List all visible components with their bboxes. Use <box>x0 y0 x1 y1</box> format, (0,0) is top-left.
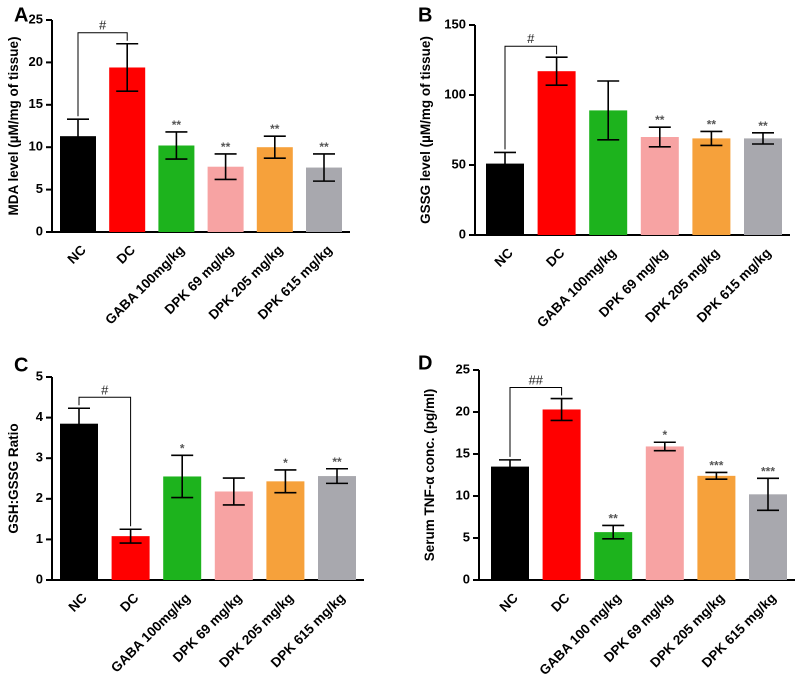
significance-mark: * <box>662 428 667 442</box>
panel-label: A <box>14 4 28 26</box>
significance-mark: ** <box>707 117 717 131</box>
bar <box>214 491 253 580</box>
y-tick-label: 0 <box>459 226 466 241</box>
y-tick-label: 4 <box>36 409 44 424</box>
y-tick-label: 15 <box>456 445 470 460</box>
comparison-bracket <box>509 387 563 457</box>
y-axis-label: Serum TNF-α conc. (pg/ml) <box>422 389 437 562</box>
bar <box>60 423 98 580</box>
y-tick-label: 0 <box>463 571 470 586</box>
chart-panel-a: A MDA level (µM/mg of tissue) 0 5 10 15 20 25 NC… <box>6 4 350 327</box>
significance-mark: *** <box>709 458 723 472</box>
y-tick-label: 25 <box>456 361 470 376</box>
chart-panel-b: B GSSG level (µM/mg of tissue) 0 50 100 150 NC… <box>418 4 790 330</box>
significance-mark: ** <box>270 122 280 136</box>
y-axis-label: GSSG level (µM/mg of tissue) <box>418 36 433 224</box>
x-tick-label: NC <box>497 590 522 615</box>
y-tick-label: 5 <box>36 181 43 196</box>
panel-label: C <box>14 354 28 376</box>
panel-label: D <box>418 352 432 374</box>
bar <box>645 446 684 580</box>
y-tick-label: 1 <box>36 531 43 546</box>
bar <box>491 466 529 580</box>
x-tick-label: NC <box>66 590 91 615</box>
panel-label: B <box>418 4 432 26</box>
y-tick-label: 25 <box>29 11 43 26</box>
y-axis-label: GSH:GSSG Ratio <box>6 423 21 533</box>
significance-mark: ** <box>758 119 768 133</box>
x-tick-label: DC <box>117 590 142 615</box>
bar <box>640 137 679 235</box>
bar <box>266 481 305 580</box>
y-tick-label: 100 <box>444 86 466 101</box>
x-tick-label: DC <box>548 590 573 615</box>
bracket-label: ## <box>529 373 544 388</box>
y-tick-label: 20 <box>456 403 470 418</box>
bar <box>318 476 356 580</box>
comparison-bracket <box>77 32 128 117</box>
comparison-bracket <box>78 396 132 527</box>
y-tick-label: 10 <box>29 139 43 154</box>
x-tick-label: NC <box>65 242 90 267</box>
y-tick-label: 3 <box>36 450 43 465</box>
bar <box>697 475 736 580</box>
x-tick-label: NC <box>492 245 517 270</box>
bracket-label: # <box>101 382 109 397</box>
bar <box>158 145 195 232</box>
significance-mark: ** <box>172 118 182 132</box>
significance-mark: * <box>283 456 288 470</box>
y-tick-label: 0 <box>36 223 43 238</box>
bar <box>744 138 782 235</box>
bracket-label: # <box>99 18 107 33</box>
significance-mark: ** <box>655 113 665 127</box>
significance-mark: ** <box>609 511 619 525</box>
y-tick-label: 5 <box>36 368 43 383</box>
significance-mark: ** <box>319 140 329 154</box>
x-tick-label: DC <box>543 245 568 270</box>
bar <box>109 67 146 232</box>
significance-mark: * <box>180 441 185 455</box>
x-tick-label: DC <box>114 242 139 267</box>
significance-mark: ** <box>332 455 342 469</box>
bar <box>692 138 731 235</box>
y-tick-label: 150 <box>444 16 466 31</box>
y-tick-label: 0 <box>36 571 43 586</box>
y-tick-label: 15 <box>29 96 43 111</box>
bar <box>256 147 293 232</box>
bar <box>537 71 576 235</box>
bracket-label: # <box>527 31 535 46</box>
chart-panel-d: D Serum TNF-α conc. (pg/ml) 0 5 10 15 20 25 NC DC… <box>418 352 795 678</box>
significance-mark: ** <box>221 140 231 154</box>
y-tick-label: 2 <box>36 490 43 505</box>
y-tick-label: 10 <box>456 487 470 502</box>
y-axis-label: MDA level (µM/mg of tissue) <box>6 36 21 215</box>
comparison-bracket <box>504 45 558 150</box>
bar <box>594 532 633 580</box>
y-tick-label: 5 <box>463 529 470 544</box>
significance-mark: *** <box>761 464 775 478</box>
bar <box>542 409 581 580</box>
y-tick-label: 50 <box>452 156 466 171</box>
y-tick-label: 20 <box>29 54 43 69</box>
